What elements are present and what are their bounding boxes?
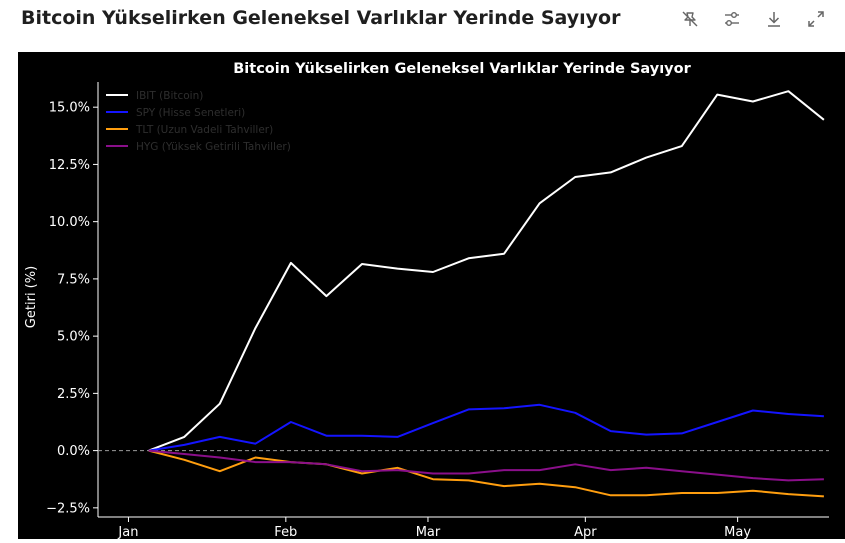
series-line-0 [148, 90, 825, 452]
y-tick-label: 0.0% [57, 444, 90, 459]
page-title: Bitcoin Yükselirken Geleneksel Varlıklar… [21, 7, 621, 29]
expand-icon [808, 11, 824, 27]
y-tick-label: −2.5% [46, 501, 90, 516]
legend: IBIT (Bitcoin) SPY (Hisse Senetleri) TLT (… [106, 90, 291, 153]
series-line-1 [148, 403, 824, 452]
expand-button[interactable] [801, 6, 831, 32]
sliders-button[interactable] [717, 6, 747, 32]
y-tick-label: 12.5% [49, 158, 90, 173]
sliders-icon [725, 12, 739, 26]
x-tick-label: Feb [274, 525, 297, 539]
pin-off-button[interactable] [675, 6, 705, 32]
series-line-2 [148, 449, 824, 498]
chart-toolbar [675, 6, 831, 32]
y-tick-label: 10.0% [49, 215, 90, 230]
y-tick-label: 2.5% [57, 387, 90, 402]
pin-off-icon [682, 11, 698, 27]
y-tick-label: 7.5% [57, 272, 90, 287]
y-axis-label: Getiri (%) [24, 266, 39, 328]
page-header: Bitcoin Yükselirken Geleneksel Varlıklar… [0, 0, 845, 44]
x-tick-label: Jan [117, 525, 138, 539]
line-chart: Bitcoin Yükselirken Geleneksel Varlıklar… [24, 61, 829, 540]
y-tick-label: 15.0% [49, 101, 90, 116]
chart-title: Bitcoin Yükselirken Geleneksel Varlıklar… [233, 61, 691, 77]
chart-container: Bitcoin Yükselirken Geleneksel Varlıklar… [18, 52, 845, 540]
legend-label-3: HYG (Yüksek Getirili Tahviller) [136, 141, 291, 153]
series-line-3 [148, 449, 824, 482]
axis-ticks: −2.5% 0.0% 2.5% 5.0% 7.5% 10.0% 12.5% 15.0% Jan F… [46, 101, 751, 540]
x-tick-label: Apr [574, 525, 597, 539]
axes [97, 82, 829, 518]
y-tick-label: 5.0% [57, 330, 90, 345]
legend-label-2: TLT (Uzun Vadeli Tahviller) [135, 124, 273, 136]
legend-label-1: SPY (Hisse Senetleri) [136, 107, 245, 119]
x-tick-label: May [724, 525, 751, 539]
legend-label-0: IBIT (Bitcoin) [136, 90, 203, 102]
series-layer [148, 90, 825, 498]
x-tick-label: Mar [416, 525, 441, 539]
download-icon [768, 12, 780, 27]
download-button[interactable] [759, 6, 789, 32]
